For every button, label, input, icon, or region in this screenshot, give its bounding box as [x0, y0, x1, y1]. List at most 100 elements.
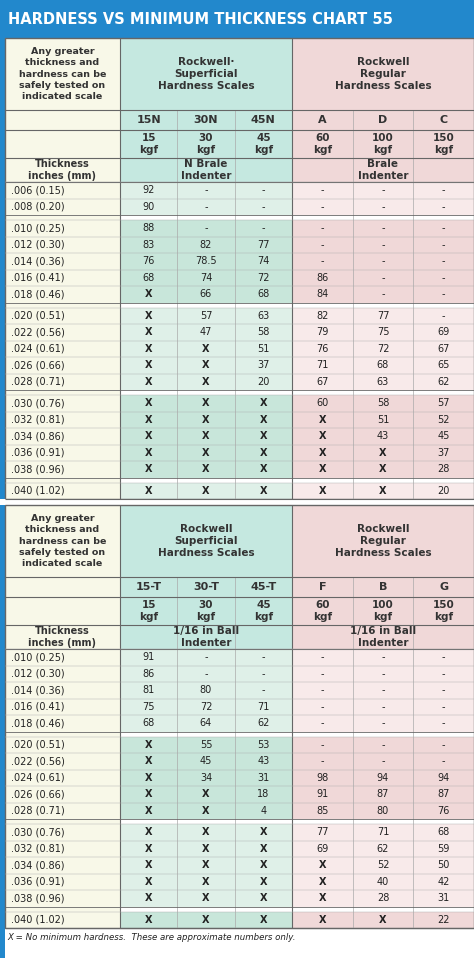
Text: Rockwell
Superficial
Hardness Scales: Rockwell Superficial Hardness Scales	[158, 524, 255, 559]
Text: 76: 76	[438, 806, 450, 816]
Text: .010 (0.25): .010 (0.25)	[11, 223, 65, 233]
Text: -: -	[204, 185, 208, 195]
Text: -: -	[381, 669, 385, 679]
FancyBboxPatch shape	[120, 737, 292, 753]
Text: X: X	[202, 860, 210, 870]
Text: .028 (0.71): .028 (0.71)	[11, 376, 65, 387]
Text: 37: 37	[257, 360, 270, 370]
Text: 15N: 15N	[137, 115, 161, 125]
Text: -: -	[204, 202, 208, 212]
FancyBboxPatch shape	[292, 874, 474, 890]
FancyBboxPatch shape	[120, 906, 292, 911]
Text: 77: 77	[316, 828, 328, 837]
Text: 45: 45	[200, 756, 212, 766]
Text: 62: 62	[257, 718, 270, 728]
Text: -: -	[381, 702, 385, 712]
Text: 67: 67	[316, 376, 328, 387]
Text: -: -	[381, 289, 385, 299]
FancyBboxPatch shape	[5, 390, 120, 395]
Text: 57: 57	[200, 310, 212, 321]
FancyBboxPatch shape	[120, 198, 292, 215]
Text: X: X	[202, 844, 210, 854]
Text: 72: 72	[200, 702, 212, 712]
Text: 67: 67	[438, 344, 450, 354]
Text: 43: 43	[377, 431, 389, 442]
Text: Rockwell·
Superficial
Hardness Scales: Rockwell· Superficial Hardness Scales	[158, 57, 255, 91]
Text: 51: 51	[257, 344, 270, 354]
Text: 75: 75	[142, 702, 155, 712]
Text: 75: 75	[377, 328, 389, 337]
Text: X: X	[202, 486, 210, 495]
Text: X: X	[145, 828, 153, 837]
Text: 80: 80	[200, 685, 212, 696]
Text: -: -	[320, 256, 324, 266]
FancyBboxPatch shape	[5, 324, 120, 340]
FancyBboxPatch shape	[120, 698, 292, 715]
FancyBboxPatch shape	[5, 357, 120, 374]
FancyBboxPatch shape	[5, 477, 120, 483]
FancyBboxPatch shape	[292, 308, 474, 324]
Text: -: -	[262, 669, 265, 679]
Text: 20: 20	[257, 376, 270, 387]
Text: .016 (0.41): .016 (0.41)	[11, 702, 64, 712]
FancyBboxPatch shape	[5, 577, 120, 597]
FancyBboxPatch shape	[292, 803, 474, 819]
Text: A: A	[318, 115, 327, 125]
Text: .038 (0.96): .038 (0.96)	[11, 465, 64, 474]
Text: N Brale
Indenter: N Brale Indenter	[181, 159, 231, 181]
FancyBboxPatch shape	[5, 682, 120, 698]
Text: X: X	[379, 915, 387, 924]
Text: 45: 45	[438, 431, 450, 442]
Text: 69: 69	[316, 844, 328, 854]
FancyBboxPatch shape	[292, 753, 474, 769]
Text: 100
kgf: 100 kgf	[372, 600, 394, 622]
FancyBboxPatch shape	[5, 38, 120, 110]
FancyBboxPatch shape	[292, 715, 474, 732]
Text: 71: 71	[257, 702, 270, 712]
FancyBboxPatch shape	[0, 38, 5, 958]
Text: X: X	[202, 789, 210, 799]
FancyBboxPatch shape	[292, 286, 474, 303]
Text: .014 (0.36): .014 (0.36)	[11, 256, 64, 266]
Text: 43: 43	[257, 756, 269, 766]
FancyBboxPatch shape	[120, 220, 292, 237]
FancyBboxPatch shape	[5, 769, 120, 786]
FancyBboxPatch shape	[5, 698, 120, 715]
Text: -: -	[320, 756, 324, 766]
Text: Thickness
inches (mm): Thickness inches (mm)	[28, 626, 97, 649]
FancyBboxPatch shape	[120, 911, 292, 928]
Text: .040 (1.02): .040 (1.02)	[11, 915, 64, 924]
Text: 15
kgf: 15 kgf	[139, 600, 158, 622]
Text: X: X	[260, 844, 267, 854]
Text: 71: 71	[316, 360, 328, 370]
Text: 68: 68	[377, 360, 389, 370]
Text: .010 (0.25): .010 (0.25)	[11, 652, 65, 662]
Text: -: -	[320, 652, 324, 662]
Text: X: X	[145, 344, 153, 354]
FancyBboxPatch shape	[120, 428, 292, 445]
Text: X = No minimum hardness.  These are approximate numbers only.: X = No minimum hardness. These are appro…	[7, 933, 295, 942]
Text: -: -	[442, 310, 446, 321]
FancyBboxPatch shape	[292, 819, 474, 824]
Text: -: -	[204, 223, 208, 233]
Text: -: -	[442, 289, 446, 299]
Text: X: X	[145, 447, 153, 458]
FancyBboxPatch shape	[120, 477, 292, 483]
FancyBboxPatch shape	[120, 269, 292, 286]
Text: X: X	[202, 465, 210, 474]
FancyBboxPatch shape	[292, 824, 474, 840]
Text: 52: 52	[377, 860, 389, 870]
Text: 57: 57	[438, 399, 450, 408]
Text: -: -	[381, 685, 385, 696]
Text: .012 (0.30): .012 (0.30)	[11, 240, 64, 250]
Text: 68: 68	[143, 273, 155, 283]
Text: X: X	[145, 860, 153, 870]
FancyBboxPatch shape	[292, 357, 474, 374]
Text: -: -	[262, 685, 265, 696]
Text: -: -	[262, 185, 265, 195]
FancyBboxPatch shape	[5, 182, 120, 198]
Text: .022 (0.56): .022 (0.56)	[11, 756, 65, 766]
Text: 150
kgf: 150 kgf	[433, 133, 455, 155]
Text: 30
kgf: 30 kgf	[196, 133, 216, 155]
Text: -: -	[204, 669, 208, 679]
